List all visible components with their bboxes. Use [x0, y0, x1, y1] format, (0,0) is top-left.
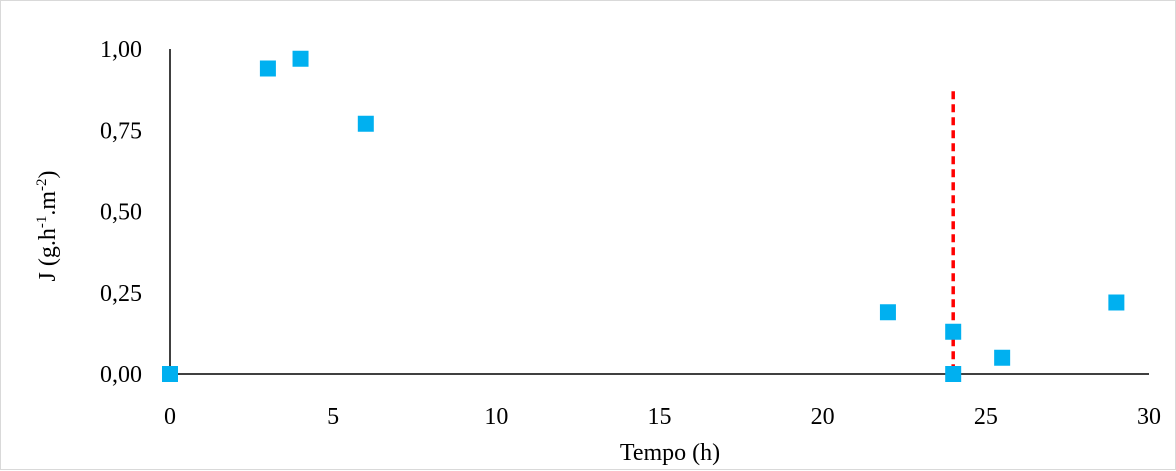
y-tick-labels: 0,00 0,25 0,50 0,75 1,00: [100, 37, 142, 388]
data-point: [879, 304, 896, 321]
y-axis-title: J (g.h-1.m-2): [34, 170, 61, 281]
axes: [169, 49, 1149, 375]
x-tick-label: 0: [164, 404, 176, 430]
data-point: [945, 366, 962, 382]
x-tick-label: 5: [327, 404, 339, 430]
data-point: [162, 366, 178, 382]
x-tick-label: 15: [648, 404, 672, 430]
data-point: [1108, 294, 1125, 311]
data-point: [292, 50, 309, 67]
x-tick-label: 20: [811, 404, 835, 430]
x-tick-labels: 0 5 10 15 20 25 30: [164, 404, 1161, 430]
data-point: [259, 60, 276, 77]
data-point: [994, 349, 1011, 366]
x-tick-label: 10: [484, 404, 508, 430]
x-axis-title: Tempo (h): [620, 440, 720, 466]
y-axis-title-base: J (g.h: [35, 228, 61, 281]
y-tick-label: 0,75: [100, 118, 142, 144]
y-axis-title-mid: .m: [35, 191, 61, 216]
y-tick-label: 1,00: [100, 37, 142, 63]
y-tick-label: 0,50: [100, 200, 142, 226]
y-axis-title-end: ): [35, 170, 61, 178]
x-tick-label: 30: [1137, 404, 1161, 430]
data-point: [357, 115, 374, 132]
y-axis-title-exp2: -2: [34, 178, 50, 191]
x-tick-label: 25: [974, 404, 998, 430]
y-tick-label: 0,00: [100, 362, 142, 388]
y-tick-label: 0,25: [100, 281, 142, 307]
data-point: [945, 323, 962, 340]
y-axis-title-exp1: -1: [34, 216, 50, 229]
data-points: [162, 50, 1125, 382]
